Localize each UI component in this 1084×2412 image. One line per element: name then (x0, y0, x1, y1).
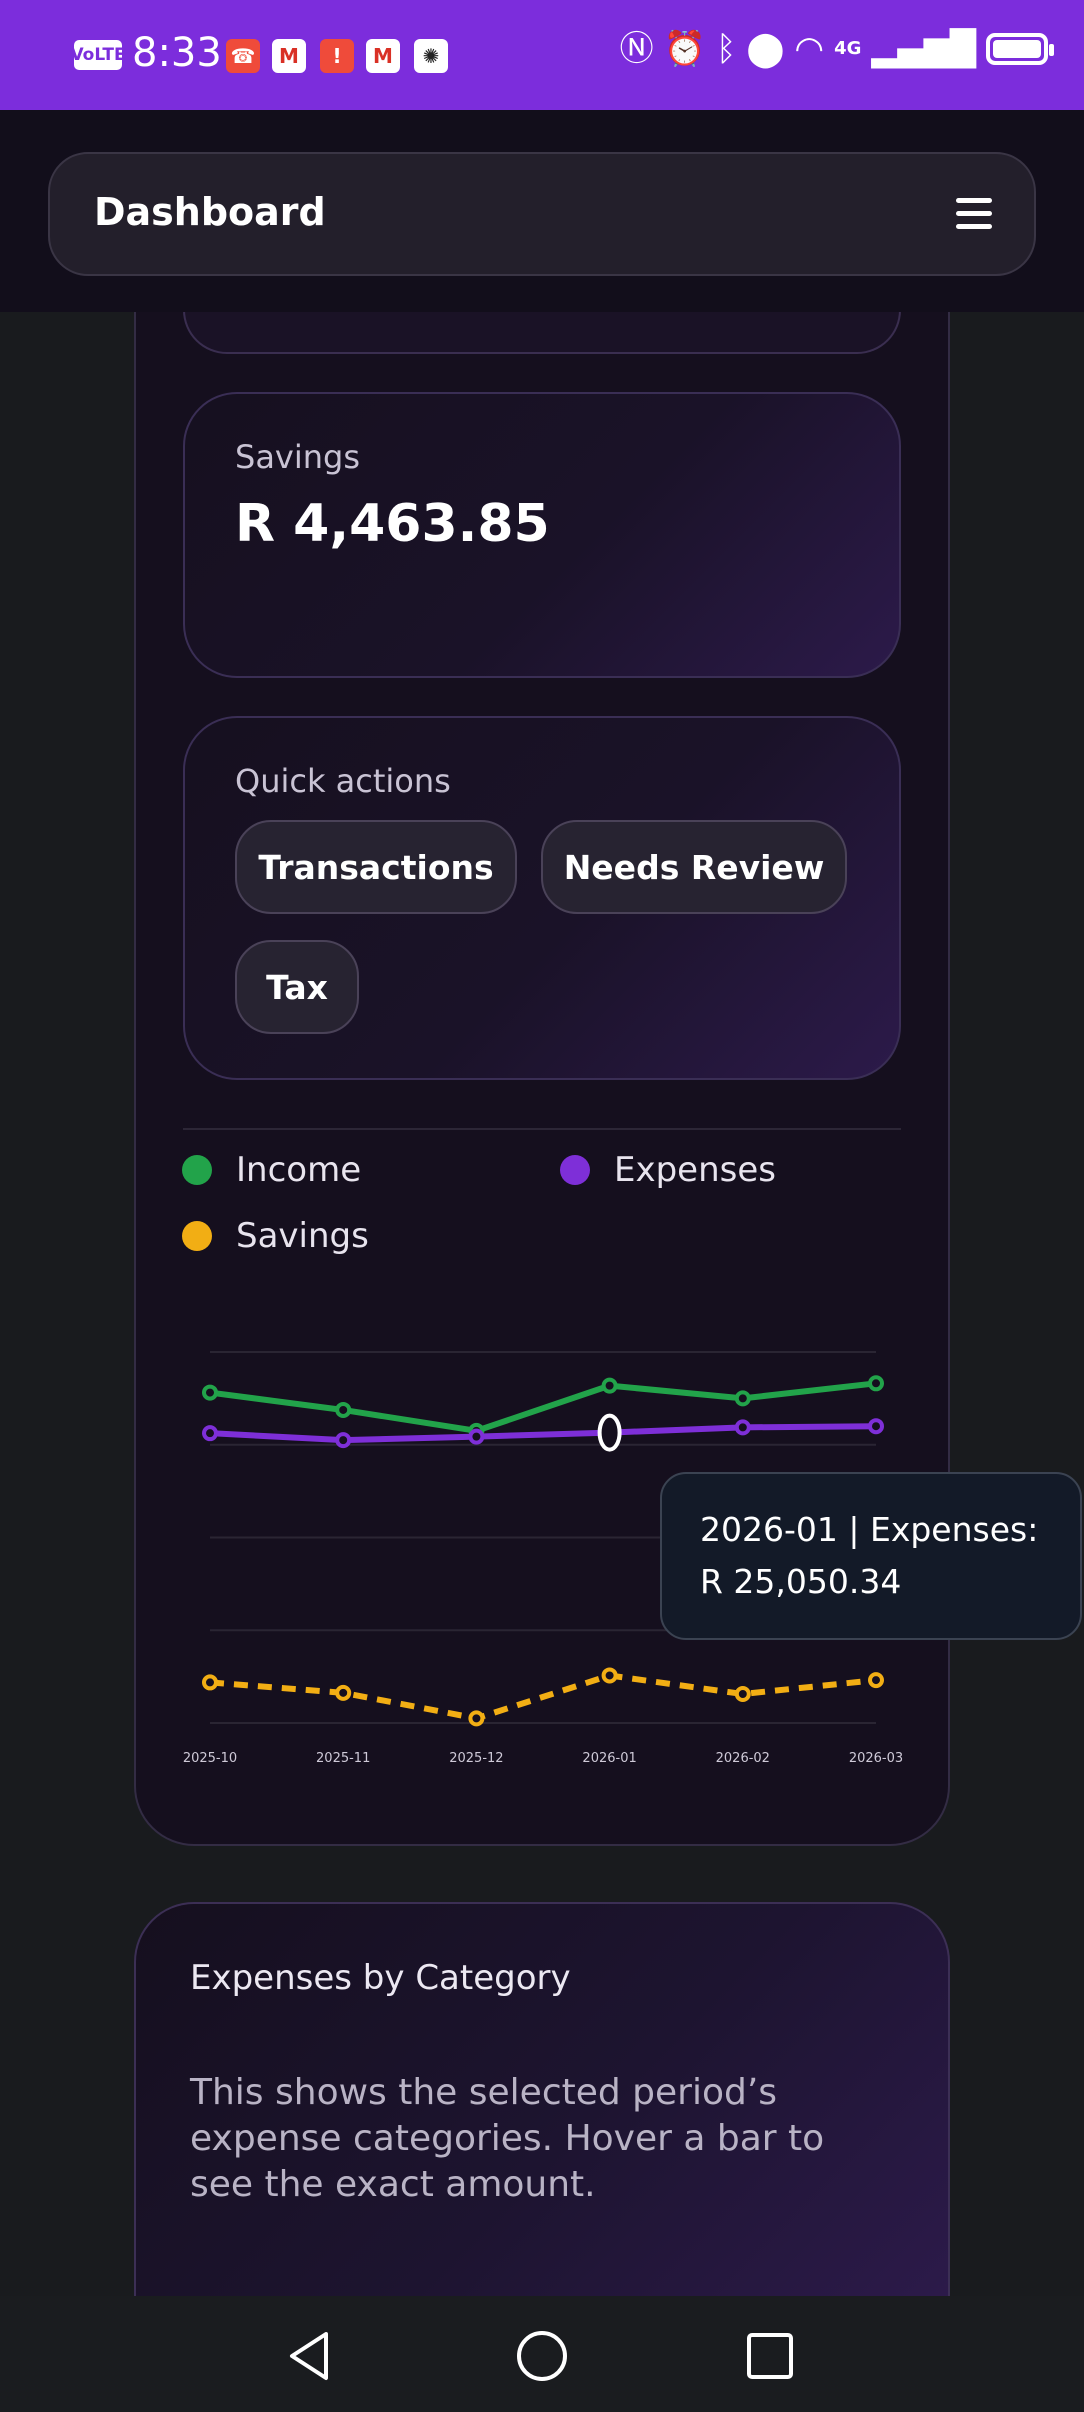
nfc-icon: Ⓝ (619, 29, 654, 69)
missed-call-icon: ☎ (226, 39, 260, 73)
data-point-income[interactable] (335, 1401, 352, 1418)
tooltip-line-2: R 25,050.34 (700, 1562, 902, 1601)
legend-savings-swatch (182, 1221, 212, 1251)
data-point-savings[interactable] (468, 1710, 485, 1727)
legend-income[interactable]: Income (182, 1150, 361, 1190)
x-tick-label: 2026-02 (716, 1751, 770, 1766)
battery-icon (986, 33, 1054, 65)
income-expenses-chart[interactable]: 2025-10 2025-11 2025-12 2026-01 2026-02 2026-… (0, 0, 1084, 1800)
page-title: Dashboard (94, 190, 326, 234)
status-bar: VoLTE 8:33 ☎ M ! M ✺ Ⓝ ⏰ ᛒ ⬤ ◠ 4G ▂▄▆█ (0, 0, 1084, 110)
legend-expenses-label: Expenses (614, 1150, 776, 1190)
expenses-by-category-card: Expenses by Category This shows the sele… (134, 1902, 950, 2302)
recents-icon[interactable] (740, 2326, 800, 2386)
divider (183, 1128, 901, 1130)
status-time: 8:33 (132, 30, 222, 76)
quick-actions-card: Quick actions Transactions Needs Review … (183, 716, 901, 1080)
data-point-expenses[interactable] (335, 1432, 352, 1449)
tooltip-line-1: 2026-01 | Expenses: (700, 1510, 1039, 1549)
gmail-icon: M (272, 39, 306, 73)
data-point-expenses[interactable] (868, 1418, 884, 1435)
header: Dashboard (48, 152, 1036, 276)
volte-icon: VoLTE (70, 40, 126, 70)
header-bar: Dashboard (0, 110, 1084, 312)
alarm-icon: ⏰ (663, 29, 706, 69)
x-tick-label: 2025-10 (183, 1751, 237, 1766)
data-point-income[interactable] (734, 1390, 751, 1407)
legend-income-swatch (182, 1155, 212, 1185)
series-line-savings (209, 1672, 877, 1722)
data-point-savings[interactable] (202, 1674, 218, 1691)
gmail-icon: M (366, 39, 400, 73)
chart-tooltip: 2026-01 | Expenses: R 25,050.34 (660, 1472, 1082, 1640)
legend-savings[interactable]: Savings (182, 1216, 369, 1256)
savings-value: R 4,463.85 (235, 494, 550, 554)
data-point-income[interactable] (868, 1375, 884, 1392)
legend-expenses-swatch (560, 1155, 590, 1185)
savings-label: Savings (235, 438, 361, 476)
needs-review-button[interactable]: Needs Review (541, 820, 847, 914)
series-line-income (209, 1380, 877, 1434)
location-icon: ⬤ (746, 29, 785, 69)
tax-button[interactable]: Tax (235, 940, 359, 1034)
x-tick-label: 2026-01 (582, 1751, 636, 1766)
data-point-income[interactable] (601, 1377, 618, 1394)
wifi-icon: ◠ (794, 29, 825, 69)
bluetooth-icon: ᛒ (715, 29, 737, 69)
app-notification-icon: ! (320, 39, 354, 73)
x-tick-label: 2025-12 (449, 1751, 503, 1766)
data-point-expenses[interactable] (734, 1419, 751, 1436)
signal-icon: ▂▄▆█ (871, 29, 976, 69)
category-card-description: This shows the selected period’s expense… (190, 2072, 825, 2205)
data-point-savings[interactable] (601, 1667, 618, 1684)
category-card-title: Expenses by Category (190, 1958, 571, 1998)
savings-card: Savings R 4,463.85 (183, 392, 901, 678)
chatgpt-icon: ✺ (414, 39, 448, 73)
active-point-marker (597, 1413, 622, 1452)
data-point-expenses[interactable] (468, 1428, 485, 1445)
data-point-savings[interactable] (335, 1684, 352, 1701)
legend-expenses[interactable]: Expenses (560, 1150, 776, 1190)
back-icon[interactable] (280, 2326, 340, 2386)
series-line-expenses (209, 1423, 877, 1444)
data-point-savings[interactable] (868, 1672, 884, 1689)
data-point-expenses[interactable] (202, 1425, 218, 1442)
network-type: 4G (834, 38, 862, 59)
system-nav-bar (0, 2296, 1084, 2412)
menu-icon[interactable] (956, 198, 992, 230)
data-point-income[interactable] (202, 1384, 218, 1401)
data-point-savings[interactable] (734, 1686, 751, 1703)
legend-income-label: Income (236, 1150, 362, 1190)
status-icons: Ⓝ ⏰ ᛒ ⬤ ◠ 4G ▂▄▆█ (619, 29, 1054, 69)
home-icon[interactable] (512, 2326, 572, 2386)
legend-savings-label: Savings (236, 1216, 369, 1256)
transactions-button[interactable]: Transactions (235, 820, 517, 914)
x-tick-label: 2025-11 (316, 1751, 370, 1766)
x-tick-label: 2026-03 (849, 1751, 903, 1766)
quick-actions-label: Quick actions (235, 762, 451, 800)
